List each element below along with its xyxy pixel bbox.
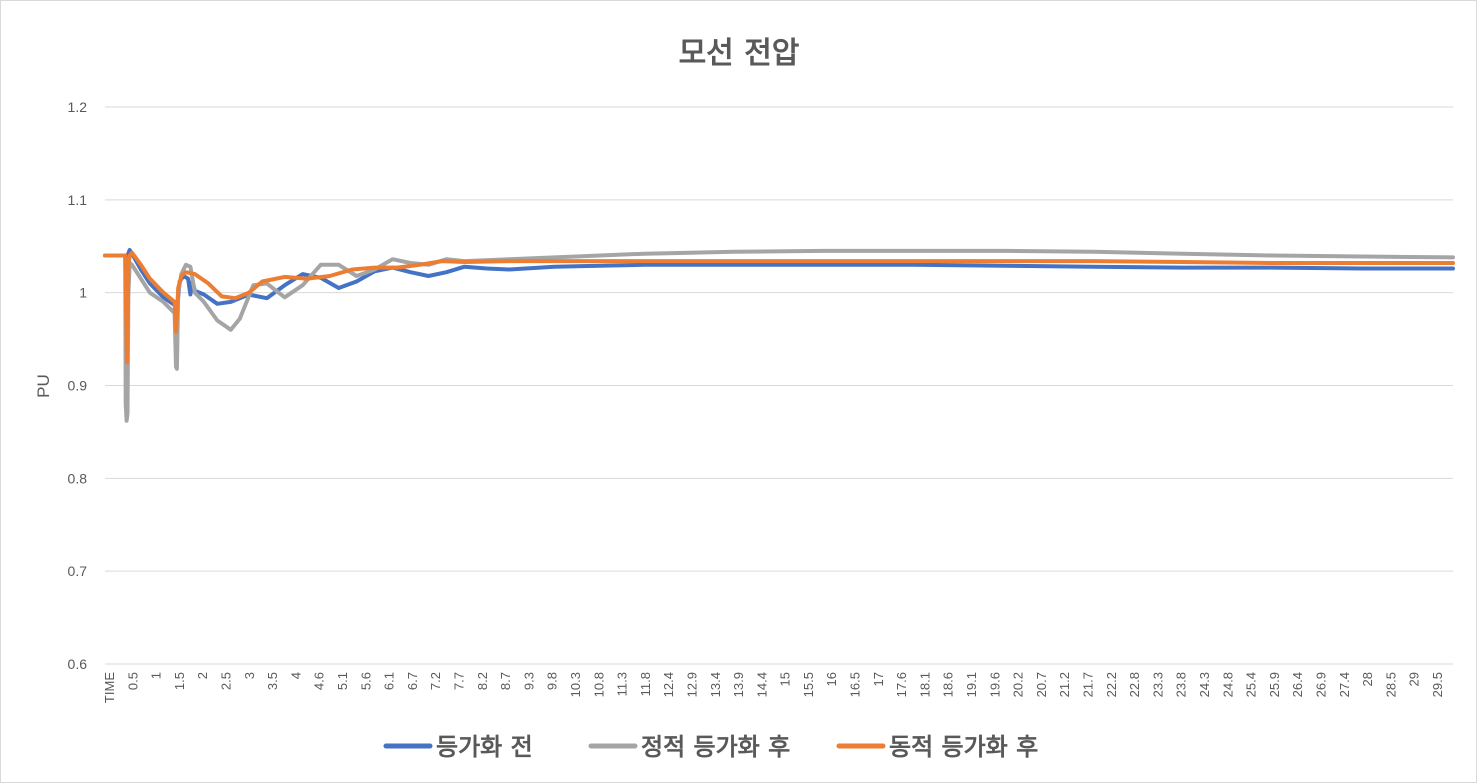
x-tick-label: 25.9 — [1267, 672, 1282, 697]
x-tick-label: 15 — [778, 672, 793, 686]
x-tick-label: 14.4 — [754, 672, 769, 697]
y-tick-label: 0.8 — [68, 470, 88, 486]
x-tick-label: 18.1 — [917, 672, 932, 697]
x-tick-label: 17 — [871, 672, 886, 686]
x-tick-label: 29 — [1407, 672, 1422, 686]
x-tick-label: 10.3 — [568, 672, 583, 697]
x-tick-label: 16.5 — [848, 672, 863, 697]
y-tick-label: 1.1 — [68, 192, 88, 208]
x-tick-label: 15.5 — [801, 672, 816, 697]
x-tick-label: 5.6 — [358, 672, 373, 690]
x-tick-label: 6.1 — [382, 672, 397, 690]
y-axis-label: PU — [34, 374, 53, 398]
x-tick-label: 26.9 — [1314, 672, 1329, 697]
x-tick-label: 22.8 — [1127, 672, 1142, 697]
x-tick-label: 21.7 — [1081, 672, 1096, 697]
legend-label: 정적 등가화 후 — [641, 733, 790, 761]
legend-entry[interactable]: 동적 등가화 후 — [836, 733, 1038, 761]
series-lines — [103, 248, 1455, 423]
y-axis-ticks: 0.6 0.7 0.8 0.9 1 1.1 1.2 — [68, 99, 88, 672]
y-tick-label: 0.9 — [68, 378, 88, 394]
x-tick-label: 19.1 — [964, 672, 979, 697]
x-tick-label: 13.9 — [731, 672, 746, 697]
x-tick-label: 29.5 — [1430, 672, 1445, 697]
legend-entry[interactable]: 등가화 전 — [383, 733, 533, 761]
x-tick-label: 10.8 — [591, 672, 606, 697]
y-tick-label: 1.2 — [68, 99, 88, 115]
x-tick-label: 27.4 — [1337, 672, 1352, 697]
gridlines — [105, 106, 1453, 665]
x-tick-label: 11.8 — [638, 672, 653, 696]
x-tick-label: 3 — [242, 672, 257, 679]
y-tick-label: 0.7 — [68, 563, 88, 579]
series-line-3 — [103, 250, 1455, 365]
x-tick-label: 7.2 — [428, 672, 443, 690]
x-axis-ticks: TIME 0.5 1 1.5 2 2.5 3 3.5 4 4.6 5.1 5.6 6.1 6.7 7.2 7.… — [102, 672, 1445, 703]
x-tick-label: 4.6 — [312, 672, 327, 690]
x-tick-label: 24.3 — [1197, 672, 1212, 697]
x-tick-label: 28 — [1360, 672, 1375, 686]
x-tick-label: 20.7 — [1034, 672, 1049, 697]
x-tick-label: 5.1 — [335, 672, 350, 690]
x-tick-label: 22.2 — [1104, 672, 1119, 697]
x-tick-label: 12.9 — [684, 672, 699, 697]
x-tick-label: 0.5 — [125, 672, 140, 690]
x-tick-label: 6.7 — [405, 672, 420, 690]
x-tick-label: 28.5 — [1383, 672, 1398, 697]
x-tick-label: 4 — [288, 672, 303, 679]
x-tick-label: 3.5 — [265, 672, 280, 690]
x-tick-label: 7.7 — [451, 672, 466, 690]
x-tick-label: 23.8 — [1174, 672, 1189, 697]
chart-title: 모선 전압 — [679, 36, 800, 71]
y-tick-label: 0.6 — [68, 656, 88, 672]
x-tick-label: TIME — [102, 672, 117, 703]
x-tick-label: 2.5 — [218, 672, 233, 690]
legend-entry[interactable]: 정적 등가화 후 — [588, 733, 790, 761]
x-tick-label: 20.2 — [1011, 672, 1026, 697]
x-tick-label: 19.6 — [987, 672, 1002, 697]
x-tick-label: 12.4 — [661, 672, 676, 697]
legend-label: 동적 등가화 후 — [889, 733, 1038, 761]
x-tick-label: 2 — [195, 672, 210, 679]
x-tick-label: 13.4 — [708, 672, 723, 697]
x-tick-label: 8.7 — [498, 672, 513, 690]
x-tick-label: 1.5 — [172, 672, 187, 690]
x-tick-label: 8.2 — [475, 672, 490, 690]
x-tick-label: 16 — [824, 672, 839, 686]
x-tick-label: 26.4 — [1290, 672, 1305, 697]
x-tick-label: 11.3 — [615, 672, 630, 696]
x-tick-label: 21.2 — [1057, 672, 1072, 697]
legend: 등가화 전 정적 등가화 후 동적 등가화 후 — [383, 733, 1038, 761]
x-tick-label: 17.6 — [894, 672, 909, 697]
x-tick-label: 25.4 — [1244, 672, 1259, 697]
x-tick-label: 1 — [149, 672, 164, 679]
x-tick-label: 9.3 — [521, 672, 536, 690]
x-tick-label: 9.8 — [545, 672, 560, 690]
x-tick-label: 23.3 — [1150, 672, 1165, 697]
legend-label: 등가화 전 — [436, 733, 533, 761]
series-line-1 — [103, 248, 1455, 309]
y-tick-label: 1 — [79, 285, 87, 301]
x-tick-label: 24.8 — [1220, 672, 1235, 697]
x-tick-label: 18.6 — [941, 672, 956, 697]
